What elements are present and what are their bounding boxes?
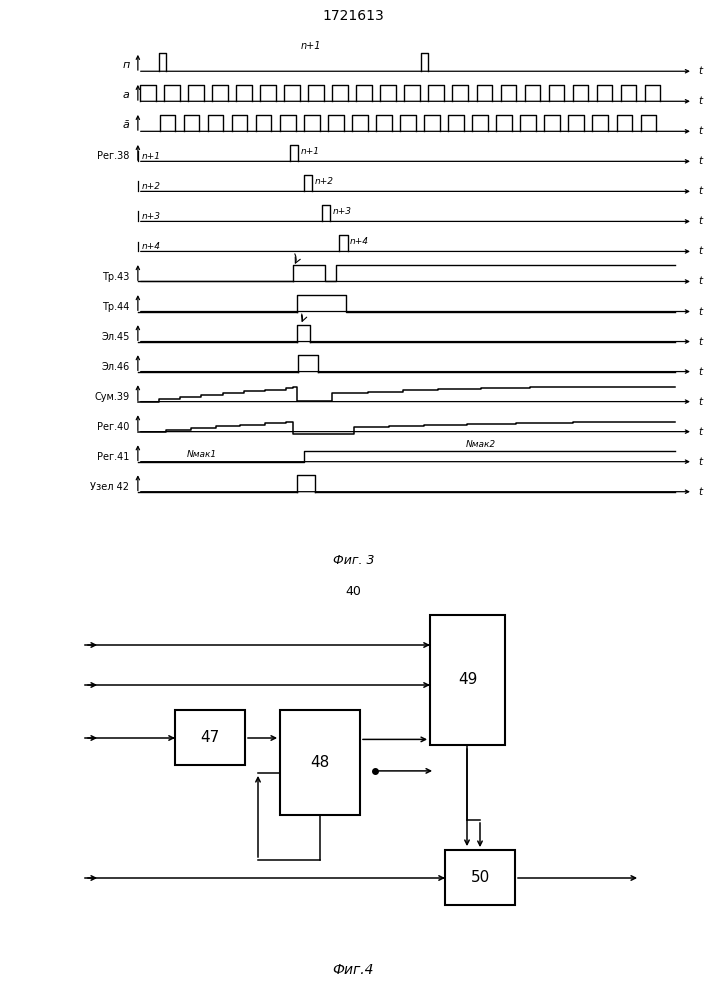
Text: n+1: n+1 [301,41,321,51]
Text: t: t [699,337,703,347]
Text: Сум.39: Сум.39 [94,392,129,402]
Bar [280,710,360,815]
Text: a: a [122,90,129,100]
Text: Рег.38: Рег.38 [97,151,129,161]
Bar [175,710,245,765]
Text: Nмак2: Nмак2 [466,440,496,449]
Text: n+1: n+1 [141,152,160,161]
Text: t: t [699,427,703,437]
Text: Тр.43: Тр.43 [102,272,129,282]
Text: n+4: n+4 [141,242,160,251]
Text: 47: 47 [200,730,220,745]
Text: t: t [699,186,703,196]
Text: t: t [699,216,703,226]
Text: t: t [699,96,703,106]
Text: t: t [699,156,703,166]
Text: n+3: n+3 [332,207,351,216]
Text: ā: ā [122,120,129,130]
Text: 49: 49 [458,672,477,688]
Text: t: t [699,126,703,136]
Text: t: t [699,246,703,256]
Text: t: t [699,397,703,407]
Text: 1721613: 1721613 [322,9,385,23]
Text: Эл.45: Эл.45 [101,332,129,342]
Text: t: t [699,457,703,467]
Text: n+1: n+1 [300,147,320,156]
Text: Узел 42: Узел 42 [90,482,129,492]
Text: п: п [122,60,129,70]
Text: t: t [699,276,703,286]
Text: n+4: n+4 [350,237,369,246]
Text: n+3: n+3 [141,212,160,221]
Text: Рег.40: Рег.40 [97,422,129,432]
Text: Nмак1: Nмак1 [187,450,216,459]
Text: 48: 48 [310,755,329,770]
Text: Эл.46: Эл.46 [101,362,129,372]
Text: Рег.41: Рег.41 [97,452,129,462]
Bar [430,615,505,745]
Text: t: t [699,66,703,76]
Text: n+2: n+2 [141,182,160,191]
Text: Тр.44: Тр.44 [102,302,129,312]
Text: Фиг.4: Фиг.4 [332,963,374,977]
Text: 50: 50 [470,870,490,885]
Text: 40: 40 [345,585,361,598]
Text: t: t [699,367,703,377]
Text: t: t [699,307,703,317]
Text: Фиг. 3: Фиг. 3 [333,554,374,567]
Text: n+2: n+2 [315,177,334,186]
Bar [445,850,515,905]
Text: t: t [699,487,703,497]
